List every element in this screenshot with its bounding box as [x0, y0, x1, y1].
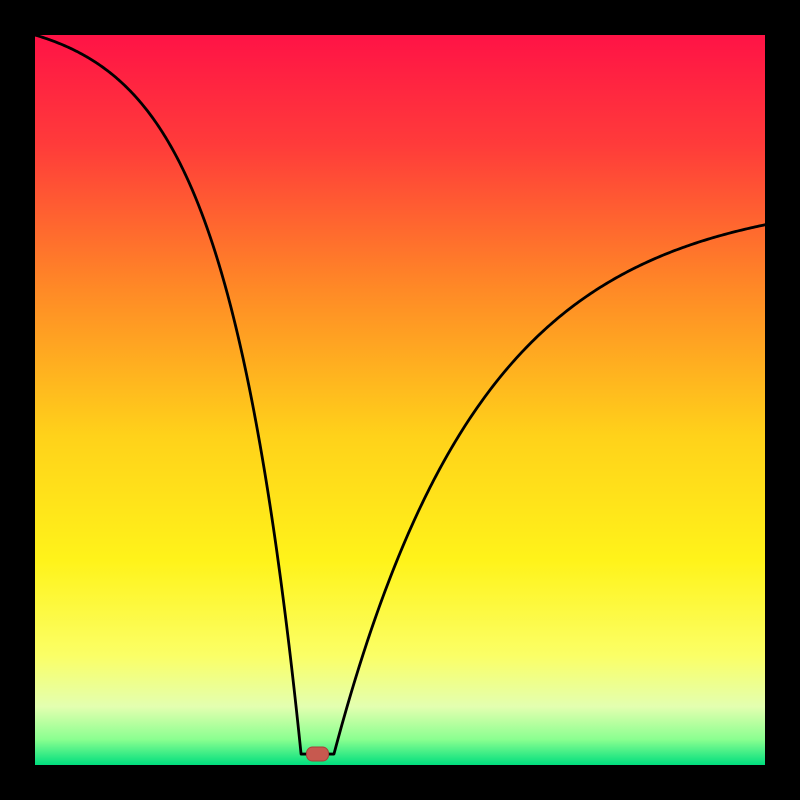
frame-border-right — [765, 0, 800, 800]
frame-border-left — [0, 0, 35, 800]
bottleneck-chart — [0, 0, 800, 800]
chart-background — [35, 35, 765, 765]
optimal-point-marker — [307, 747, 329, 761]
frame-border-bottom — [0, 765, 800, 800]
frame-border-top — [0, 0, 800, 35]
